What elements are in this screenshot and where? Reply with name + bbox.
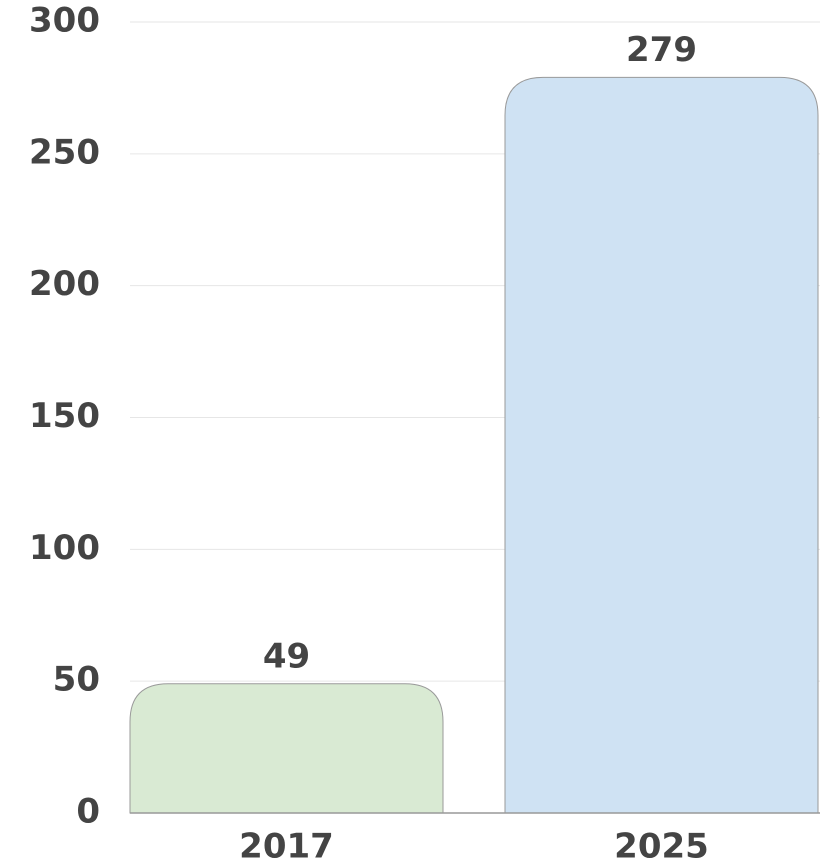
y-tick-label: 150 [29, 396, 100, 436]
value-label: 49 [263, 636, 310, 676]
x-tick-label: 2025 [614, 827, 709, 867]
value-label: 279 [626, 30, 697, 70]
x-tick-label: 2017 [239, 827, 334, 867]
y-tick-label: 250 [29, 132, 100, 172]
y-tick-label: 300 [29, 1, 100, 41]
bar [129, 683, 444, 814]
y-tick-label: 200 [29, 264, 100, 304]
y-tick-label: 100 [29, 528, 100, 568]
y-tick-label: 0 [76, 792, 100, 832]
y-tick-label: 50 [53, 660, 100, 700]
bar [504, 76, 819, 814]
